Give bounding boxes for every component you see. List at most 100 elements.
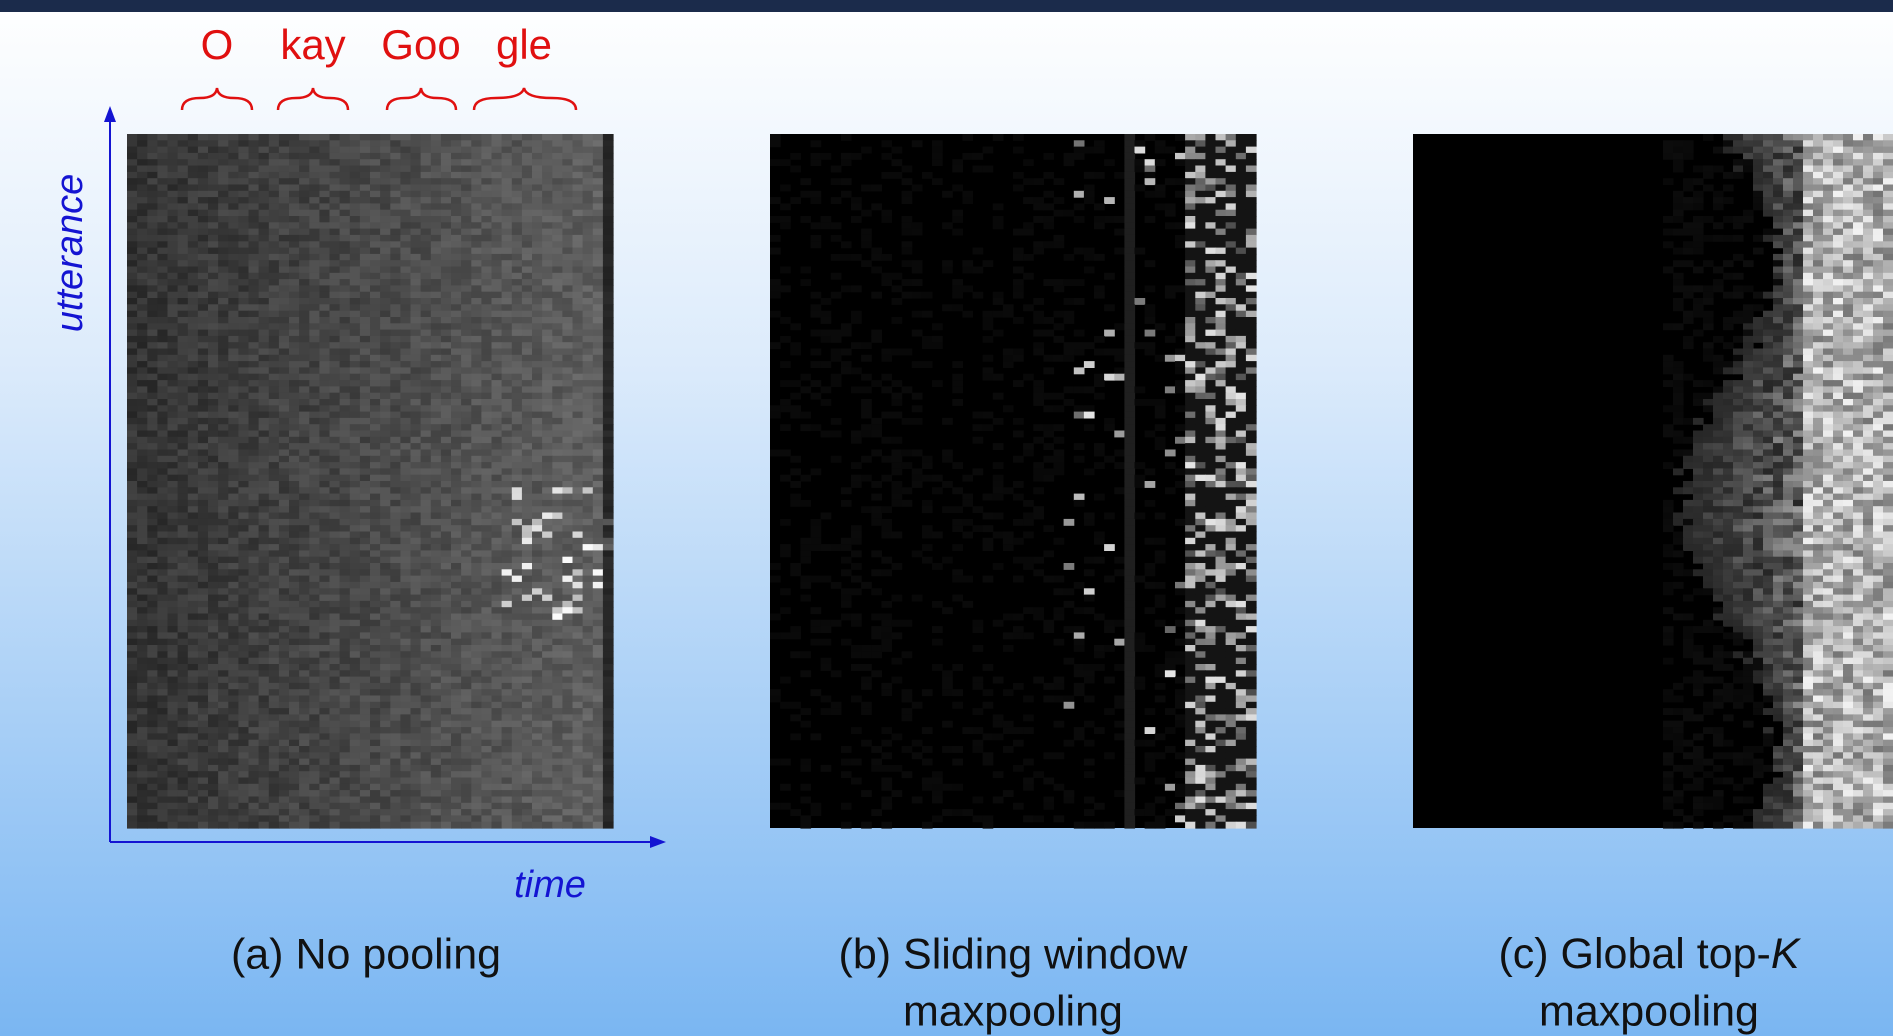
heatmap-cell bbox=[279, 632, 290, 639]
heatmap-cell bbox=[421, 254, 432, 261]
heatmap-cell bbox=[228, 450, 239, 457]
heatmap-cell bbox=[249, 733, 260, 740]
heatmap-cell bbox=[218, 746, 229, 753]
heatmap-cell bbox=[330, 418, 341, 425]
heatmap-cell bbox=[208, 752, 219, 759]
heatmap-cell bbox=[512, 304, 523, 311]
heatmap-cell bbox=[492, 740, 503, 747]
heatmap-cell bbox=[319, 412, 330, 419]
heatmap-cell bbox=[390, 506, 401, 513]
heatmap-cell bbox=[188, 708, 199, 715]
heatmap-cell bbox=[492, 355, 503, 362]
heatmap-cell bbox=[390, 500, 401, 507]
heatmap-cell bbox=[319, 645, 330, 652]
heatmap-cell bbox=[168, 582, 179, 589]
heatmap-cell bbox=[370, 771, 381, 778]
heatmap-cell bbox=[198, 670, 209, 677]
heatmap-cell bbox=[269, 538, 280, 545]
heatmap-cell bbox=[573, 431, 584, 438]
heatmap-cell bbox=[340, 525, 351, 532]
heatmap-cell bbox=[502, 569, 513, 576]
heatmap-cell bbox=[593, 159, 604, 166]
heatmap-cell bbox=[279, 639, 290, 646]
heatmap-cell bbox=[562, 620, 573, 627]
heatmap-cell bbox=[188, 595, 199, 602]
heatmap-cell bbox=[471, 197, 482, 204]
heatmap-cell bbox=[218, 538, 229, 545]
heatmap-cell bbox=[178, 431, 189, 438]
heatmap-cell bbox=[330, 431, 341, 438]
heatmap-cell bbox=[522, 323, 533, 330]
heatmap-cell bbox=[319, 336, 330, 343]
heatmap-cell bbox=[532, 166, 543, 173]
heatmap-cell bbox=[360, 166, 371, 173]
heatmap-cell bbox=[178, 563, 189, 570]
heatmap-cell bbox=[198, 784, 209, 791]
heatmap-cell bbox=[380, 424, 391, 431]
heatmap-cell bbox=[532, 248, 543, 255]
heatmap-cell bbox=[340, 317, 351, 324]
heatmap-cell bbox=[421, 689, 432, 696]
heatmap-cell bbox=[451, 601, 462, 608]
heatmap-cell bbox=[309, 386, 320, 393]
heatmap-cell bbox=[198, 159, 209, 166]
heatmap-cell bbox=[360, 506, 371, 513]
heatmap-cell bbox=[208, 733, 219, 740]
heatmap-cell bbox=[157, 166, 168, 173]
heatmap-cell bbox=[299, 658, 310, 665]
heatmap-cell bbox=[522, 670, 533, 677]
heatmap-cell bbox=[127, 500, 138, 507]
heatmap-cell bbox=[228, 431, 239, 438]
heatmap-cell bbox=[532, 399, 543, 406]
heatmap-cell bbox=[532, 380, 543, 387]
heatmap-cell bbox=[502, 361, 513, 368]
heatmap-cell bbox=[512, 494, 523, 501]
heatmap-cell bbox=[593, 544, 604, 551]
heatmap-cell bbox=[451, 166, 462, 173]
heatmap-cell bbox=[360, 424, 371, 431]
heatmap-cell bbox=[451, 475, 462, 482]
heatmap-cell bbox=[249, 330, 260, 337]
heatmap-cell bbox=[228, 544, 239, 551]
heatmap-cell bbox=[269, 153, 280, 160]
heatmap-cell bbox=[238, 538, 249, 545]
heatmap-cell bbox=[360, 759, 371, 766]
heatmap-cell bbox=[593, 267, 604, 274]
heatmap-cell bbox=[431, 229, 442, 236]
heatmap-cell bbox=[360, 330, 371, 337]
heatmap-cell bbox=[502, 203, 513, 210]
heatmap-cell bbox=[350, 166, 361, 173]
heatmap-cell bbox=[218, 563, 229, 570]
heatmap-cell bbox=[127, 607, 138, 614]
heatmap-cell bbox=[512, 399, 523, 406]
heatmap-cell bbox=[502, 664, 513, 671]
heatmap-cell bbox=[471, 563, 482, 570]
heatmap-cell bbox=[360, 273, 371, 280]
heatmap-cell bbox=[461, 229, 472, 236]
heatmap-cell bbox=[188, 153, 199, 160]
heatmap-cell bbox=[188, 525, 199, 532]
heatmap-cell bbox=[573, 494, 584, 501]
heatmap-cell bbox=[147, 664, 158, 671]
heatmap-cell bbox=[461, 197, 472, 204]
heatmap-cell bbox=[309, 721, 320, 728]
heatmap-cell bbox=[390, 166, 401, 173]
heatmap-cell bbox=[188, 727, 199, 734]
heatmap-cell bbox=[411, 614, 422, 621]
heatmap-cell bbox=[573, 386, 584, 393]
heatmap-cell bbox=[542, 159, 553, 166]
heatmap-cell bbox=[218, 557, 229, 564]
heatmap-cell bbox=[309, 147, 320, 154]
heatmap-cell bbox=[218, 241, 229, 248]
heatmap-cell bbox=[309, 538, 320, 545]
heatmap-cell bbox=[583, 418, 594, 425]
heatmap-cell bbox=[208, 708, 219, 715]
heatmap-cell bbox=[492, 203, 503, 210]
heatmap-cell bbox=[238, 519, 249, 526]
heatmap-cell bbox=[289, 595, 300, 602]
heatmap-cell bbox=[532, 595, 543, 602]
heatmap-cell bbox=[370, 639, 381, 646]
heatmap-cell bbox=[502, 759, 513, 766]
heatmap-cell bbox=[492, 153, 503, 160]
heatmap-cell bbox=[522, 185, 533, 192]
